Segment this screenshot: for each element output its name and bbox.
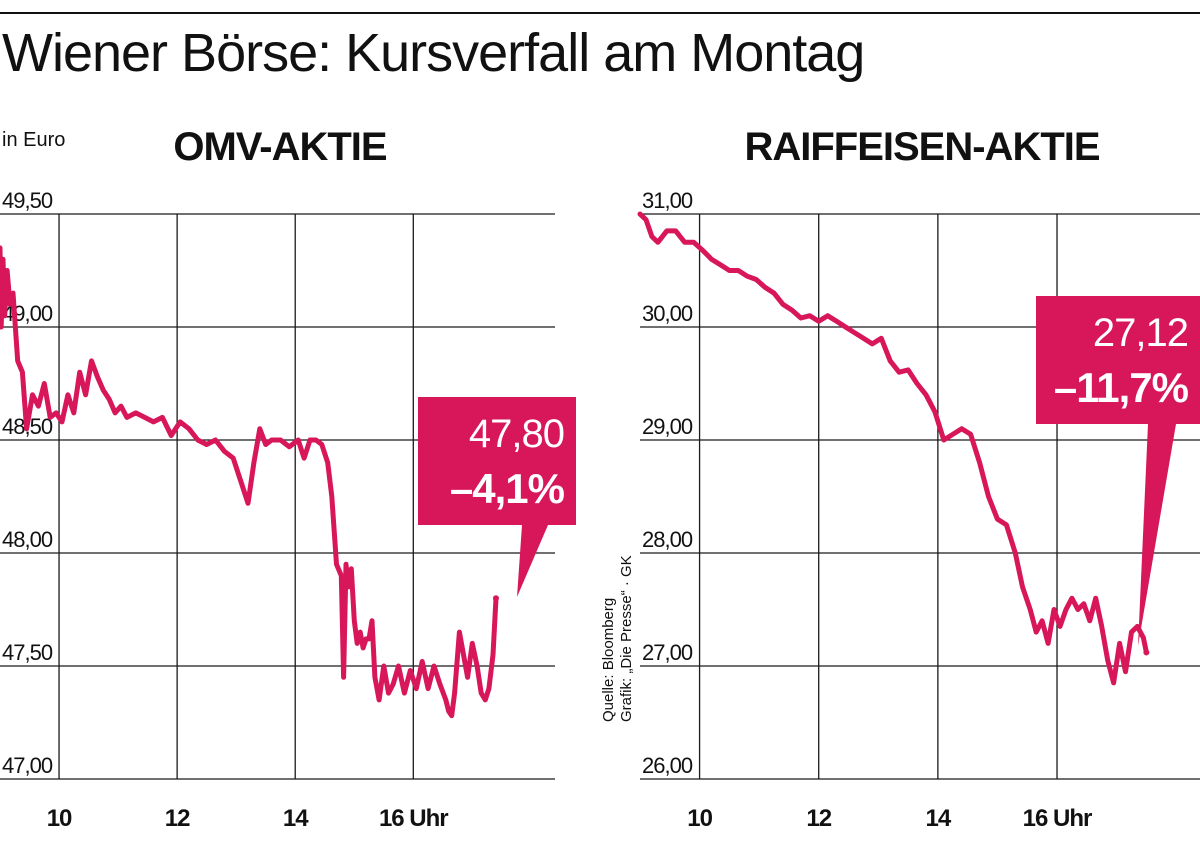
callout-box-omv [418, 397, 576, 597]
y-tick-label-raiffeisen: 30,00 [642, 301, 693, 326]
top-rule [0, 12, 1200, 14]
page-title: Wiener Börse: Kursverfall am Montag [2, 23, 865, 83]
y-tick-label-raiffeisen: 31,00 [642, 188, 693, 213]
x-tick-label-omv: 16 Uhr [379, 805, 448, 832]
series-line-raiffeisen [637, 211, 1149, 686]
series-endpoint-raiffeisen [1143, 649, 1150, 656]
callout-box-raiffeisen [1036, 296, 1200, 646]
y-tick-label-omv: 49,50 [2, 188, 53, 213]
series-endpoint-omv [492, 595, 499, 602]
x-tick-label-raiffeisen: 12 [806, 805, 831, 832]
callout-value-omv: 47,80 [469, 412, 564, 456]
y-tick-label-omv: 48,00 [2, 527, 53, 552]
y-tick-label-raiffeisen: 26,00 [642, 753, 693, 778]
x-tick-label-raiffeisen: 10 [687, 805, 712, 832]
x-tick-label-raiffeisen: 14 [926, 805, 952, 832]
y-tick-label-raiffeisen: 29,00 [642, 414, 693, 439]
callout-value-raiffeisen: 27,12 [1093, 311, 1188, 355]
x-tick-label-omv: 10 [47, 805, 72, 832]
callout-change-raiffeisen: –11,7% [1054, 364, 1189, 411]
y-tick-label-raiffeisen: 27,00 [642, 640, 693, 665]
y-tick-label-omv: 47,00 [2, 753, 53, 778]
series-line-omv [0, 245, 499, 719]
y-tick-label-omv: 47,50 [2, 640, 53, 665]
source-note: Quelle: Bloomberg Grafik: „Die Presse“ ·… [600, 555, 636, 722]
x-tick-label-raiffeisen: 16 Uhr [1023, 805, 1092, 832]
x-tick-label-omv: 12 [165, 805, 190, 832]
chart-title-raiffeisen: RAIFFEISEN-AKTIE [744, 125, 1099, 169]
y-tick-label-raiffeisen: 28,00 [642, 527, 693, 552]
callout-change-omv: –4,1% [450, 465, 565, 512]
source-line-grafik: Grafik: „Die Presse“ · GK [618, 555, 635, 722]
unit-label: in Euro [2, 129, 65, 151]
source-line-quelle: Quelle: Bloomberg [600, 597, 617, 722]
x-tick-label-omv: 14 [283, 805, 309, 832]
chart-title-omv: OMV-AKTIE [173, 125, 387, 169]
